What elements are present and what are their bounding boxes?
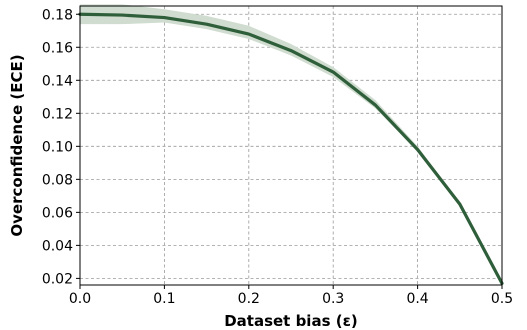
y-tick-label: 0.08 <box>42 172 73 188</box>
confidence-band <box>80 4 502 285</box>
x-tick-label: 0.5 <box>491 291 513 307</box>
x-tick-label: 0.2 <box>238 291 260 307</box>
x-axis: 0.0 0.1 0.2 0.3 0.4 0.5 <box>69 285 513 307</box>
y-tick-label: 0.04 <box>42 238 73 254</box>
y-tick-label: 0.10 <box>42 139 73 155</box>
x-tick-label: 0.1 <box>153 291 175 307</box>
y-tick-label: 0.14 <box>42 73 73 89</box>
x-axis-label: Dataset bias (ε) <box>224 312 358 330</box>
x-tick-label: 0.3 <box>322 291 344 307</box>
y-tick-label: 0.02 <box>42 271 73 287</box>
y-tick-label: 0.16 <box>42 40 73 56</box>
y-axis-label: Overconfidence (ECE) <box>8 54 26 236</box>
y-tick-label: 0.18 <box>42 7 73 23</box>
plot-frame <box>79 5 503 286</box>
y-axis: 0.02 0.04 0.06 0.08 0.10 0.12 0.14 0.16 0.18 <box>42 7 80 287</box>
ece-line <box>78 12 504 285</box>
y-tick-label: 0.06 <box>42 205 73 221</box>
x-tick-label: 0.0 <box>69 291 91 307</box>
x-tick-label: 0.4 <box>406 291 428 307</box>
y-tick-label: 0.12 <box>42 106 73 122</box>
